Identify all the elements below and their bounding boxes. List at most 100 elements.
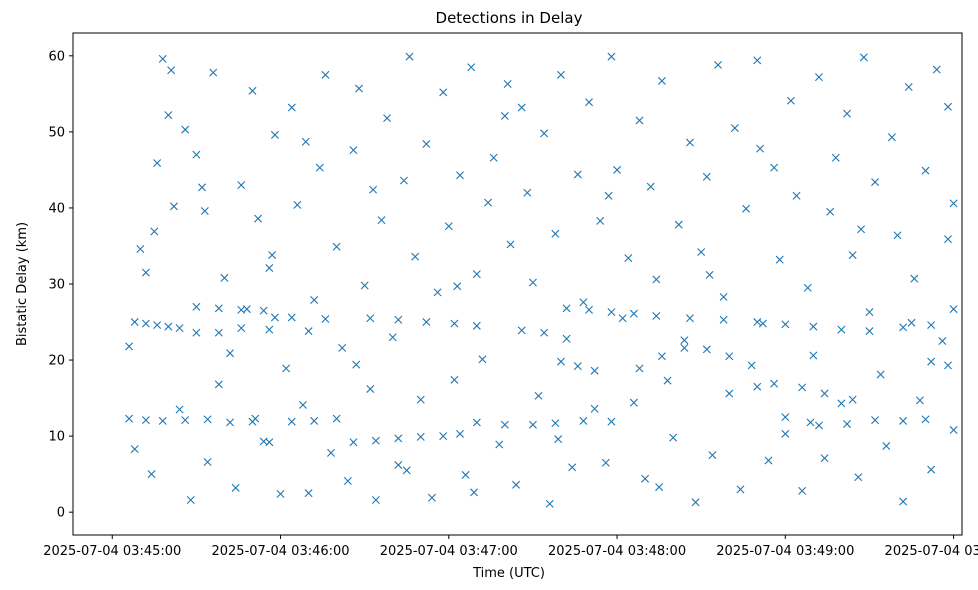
data-point-marker (371, 436, 380, 445)
data-point-marker (484, 198, 493, 207)
data-point-marker (714, 60, 723, 69)
data-point-marker (585, 305, 594, 314)
x-tick-label: 2025-07-04 03:48:00 (548, 544, 686, 559)
x-tick-label: 2025-07-04 03:47:00 (380, 544, 518, 559)
data-point-marker (528, 420, 537, 429)
data-point-marker (405, 52, 414, 61)
data-point-marker (907, 318, 916, 327)
data-point-marker (270, 130, 279, 139)
data-point-marker (439, 88, 448, 97)
data-point-marker (310, 295, 319, 304)
data-point-marker (551, 229, 560, 238)
data-point-marker (893, 231, 902, 240)
data-point-marker (198, 183, 206, 192)
data-point-marker (781, 320, 790, 329)
data-point-marker (932, 65, 941, 74)
data-point-marker (882, 442, 891, 450)
data-point-marker (298, 400, 307, 409)
data-point-marker (590, 404, 599, 413)
data-point-marker (427, 493, 436, 502)
data-point-marker (254, 214, 263, 223)
data-point-marker (685, 138, 694, 147)
data-point-marker (680, 343, 689, 352)
data-point-marker (349, 438, 358, 447)
data-point-marker (938, 337, 947, 346)
data-point-marker (585, 98, 594, 107)
data-point-marker (607, 417, 616, 426)
y-tick-label: 60 (48, 49, 65, 64)
data-point-marker (663, 376, 672, 385)
data-point-marker (725, 389, 734, 398)
data-point-marker (848, 395, 857, 404)
data-point-marker (125, 414, 134, 423)
data-point-marker (130, 445, 139, 454)
data-point-marker (756, 144, 765, 153)
data-point-marker (725, 352, 734, 361)
data-point-marker (814, 73, 823, 82)
x-tick-label: 2025-07-04 03:49:00 (716, 544, 854, 559)
data-point-marker (366, 384, 375, 393)
x-tick-label: 2025-07-04 03:50:00 (885, 544, 978, 559)
data-point-marker (857, 225, 866, 234)
data-point-marker (770, 163, 779, 172)
data-point-marker (899, 497, 908, 506)
data-point-marker (158, 54, 167, 63)
data-point-marker (293, 200, 302, 209)
data-point-marker (562, 334, 571, 343)
data-point-marker (680, 336, 689, 345)
data-point-marker (758, 319, 767, 328)
data-point-marker (607, 308, 616, 317)
data-point-marker (736, 485, 745, 494)
data-point-marker (949, 305, 958, 314)
y-tick-label: 30 (48, 278, 65, 293)
data-point-marker (837, 399, 846, 408)
data-point-marker (411, 252, 420, 261)
data-point-marker (181, 125, 190, 134)
data-point-marker (327, 448, 335, 457)
data-point-marker (921, 415, 930, 424)
data-point-marker (332, 414, 341, 423)
data-point-marker (259, 437, 268, 446)
data-point-marker (141, 319, 150, 328)
data-point-marker (456, 171, 464, 180)
data-point-marker (635, 364, 644, 373)
data-point-marker (596, 216, 605, 225)
data-point-marker (332, 242, 341, 251)
data-point-marker (276, 489, 285, 498)
data-point-marker (730, 124, 739, 133)
data-point-marker (876, 370, 885, 379)
data-point-marker (809, 322, 818, 331)
data-point-marker (646, 182, 655, 191)
data-point-marker (792, 191, 801, 200)
data-point-marker (781, 429, 790, 438)
data-point-marker (461, 470, 470, 479)
data-point-marker (467, 63, 476, 72)
data-point-marker (301, 137, 310, 146)
data-point-marker (753, 56, 762, 65)
x-axis: 2025-07-04 03:45:00 2025-07-04 03:46:00 20… (43, 535, 978, 559)
data-point-marker (949, 199, 958, 208)
data-point-marker (764, 456, 773, 465)
data-point-marker (826, 207, 835, 216)
data-point-marker (652, 311, 661, 320)
data-point-marker (579, 298, 588, 307)
data-point-marker (270, 313, 279, 322)
data-point-marker (472, 321, 481, 330)
data-point-marker (604, 191, 613, 200)
data-point-marker (742, 204, 751, 213)
data-point-marker (287, 103, 296, 112)
data-point-marker (500, 111, 509, 120)
data-point-marker (200, 206, 209, 215)
data-point-marker (472, 418, 481, 427)
data-point-marker (310, 416, 319, 425)
data-point-marker (209, 68, 218, 77)
data-point-marker (169, 202, 178, 211)
x-tick-label: 2025-07-04 03:46:00 (211, 544, 349, 559)
data-point-marker (500, 420, 509, 429)
data-point-marker (153, 321, 162, 330)
data-point-marker (203, 457, 212, 466)
data-point-marker (304, 327, 313, 336)
data-point-marker (422, 318, 431, 327)
data-point-marker (214, 380, 223, 389)
data-point-marker (147, 470, 156, 479)
